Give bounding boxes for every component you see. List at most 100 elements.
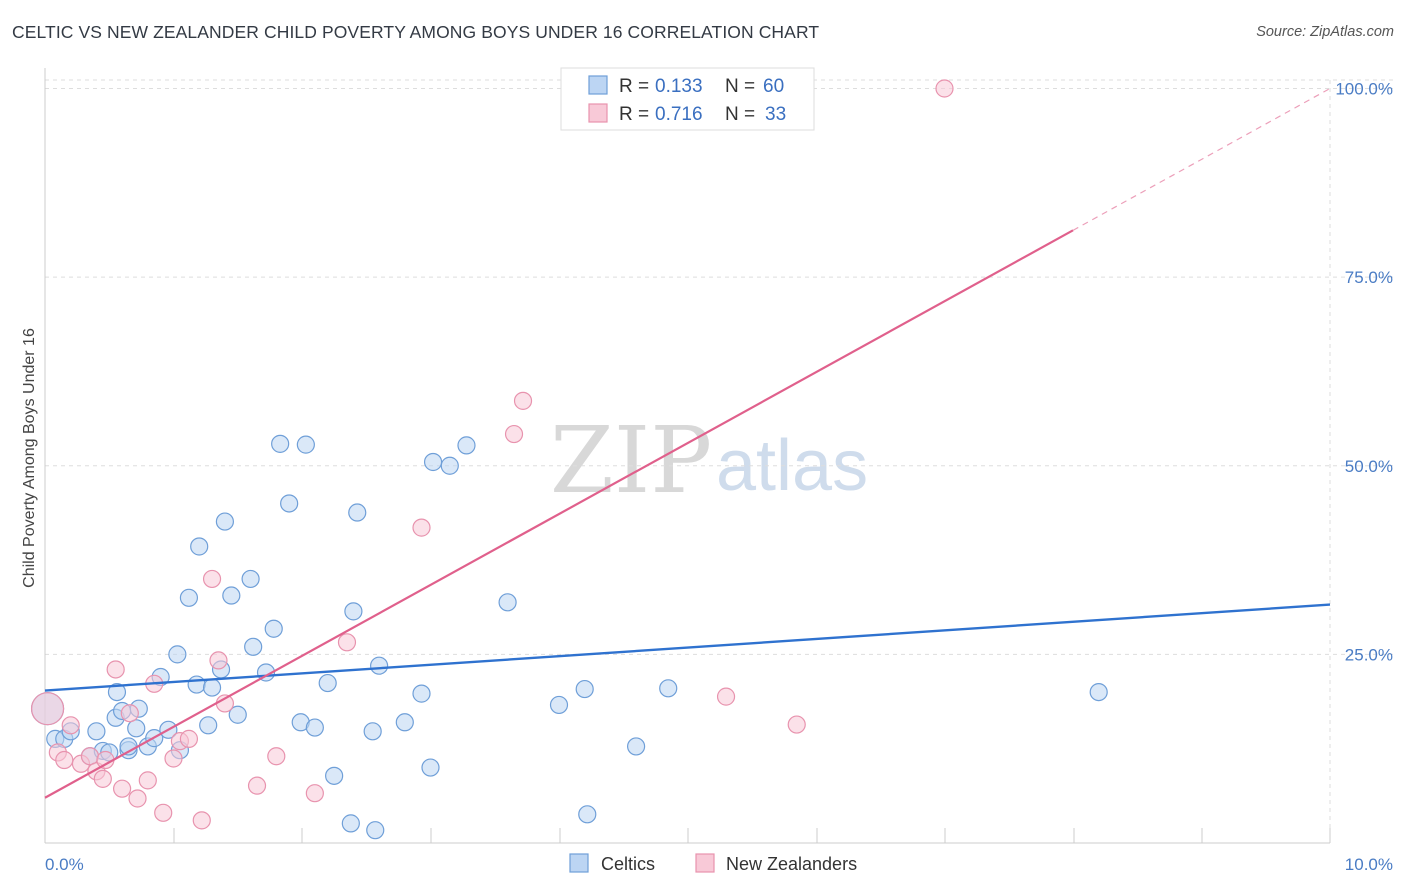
celtic-point: [575, 679, 594, 699]
stats-legend: R = 0.133 N = 60 R = 0.716 N = 33: [560, 67, 815, 131]
celtic-point: [280, 494, 299, 513]
celtic-point: [370, 656, 389, 675]
nz-point: [93, 769, 112, 788]
celtic-point: [366, 821, 385, 840]
celtic-point: [305, 718, 324, 737]
celtic-point: [363, 722, 382, 741]
celtic-point: [271, 434, 290, 453]
celtic-point: [421, 758, 440, 777]
source-label: Source: ZipAtlas.com: [1256, 24, 1394, 40]
chart-title: CELTIC VS NEW ZEALANDER CHILD POVERTY AM…: [12, 22, 820, 42]
celtic-point: [187, 675, 206, 694]
nz-point: [337, 633, 357, 652]
celtic-point: [395, 713, 414, 732]
celtic-point: [190, 537, 209, 556]
nz-point: [935, 79, 954, 98]
celtic-point: [344, 602, 363, 621]
nz-legend-swatch: [695, 853, 715, 873]
celtic-point: [341, 814, 360, 833]
celtic-r-value: 0.133: [655, 76, 703, 97]
nz-point: [202, 569, 222, 589]
nz-point: [247, 776, 267, 795]
nz-point: [179, 729, 199, 748]
nz-point: [305, 784, 324, 803]
celtic-point: [244, 637, 263, 656]
celtic-point: [423, 452, 443, 472]
celtic-point: [348, 503, 367, 522]
nz-point: [412, 518, 431, 537]
celtics-legend-swatch: [569, 853, 589, 873]
celtic-point: [222, 586, 241, 605]
nz-point: [504, 424, 524, 444]
celtic-point: [87, 722, 106, 741]
celtic-point: [440, 456, 459, 475]
celtic-point: [179, 588, 199, 607]
celtic-swatch: [588, 75, 608, 95]
y-tick-label: 75.0%: [1345, 268, 1393, 287]
nz-r-value: 0.716: [655, 104, 703, 125]
celtic-point: [318, 673, 337, 693]
y-tick-label: 25.0%: [1345, 645, 1393, 664]
celtic-n-label: N =: [725, 76, 755, 97]
celtic-point: [659, 679, 678, 698]
celtic-point: [168, 645, 187, 664]
nz-point: [106, 660, 125, 679]
nz-point: [209, 651, 228, 670]
y-tick-label: 50.0%: [1345, 457, 1393, 476]
nz-trend-line: [44, 229, 1074, 799]
celtic-n-value: 60: [763, 76, 784, 97]
watermark-zip: ZIP: [550, 407, 712, 514]
x-tick-label: 10.0%: [1345, 855, 1393, 874]
nz-r-label: R =: [619, 104, 649, 125]
nz-point: [787, 715, 806, 734]
celtic-point: [412, 684, 431, 703]
celtic-point: [457, 436, 476, 455]
celtic-point: [296, 435, 315, 454]
nz-point: [267, 747, 286, 766]
trend-lines: [44, 87, 1331, 799]
nz-point: [164, 749, 183, 768]
celtic-point: [107, 682, 127, 702]
celtic-trend-line: [44, 603, 1331, 692]
nz-point: [55, 750, 74, 770]
nz-point: [120, 704, 139, 723]
nz-point: [80, 747, 100, 766]
nz-point: [154, 803, 173, 822]
nz-legend-label: New Zealanders: [726, 854, 857, 874]
nz-n-label: N =: [725, 104, 755, 125]
celtic-point: [199, 716, 218, 735]
celtic-point: [241, 569, 260, 589]
y-tick-label: 100.0%: [1335, 80, 1393, 99]
celtic-point: [325, 766, 344, 785]
celtic-point: [549, 695, 569, 715]
nz-point: [112, 779, 132, 798]
celtic-point: [626, 737, 646, 756]
nz-point: [138, 771, 157, 790]
celtic-point: [127, 719, 146, 738]
celtic-point: [578, 805, 597, 824]
nz-swatch: [588, 103, 608, 123]
series-legend: Celtics New Zealanders: [569, 853, 857, 874]
celtic-point: [264, 619, 283, 638]
celtic-point: [1089, 682, 1108, 702]
tick-labels: 25.0% 50.0% 75.0% 100.0% 0.0% 10.0%: [45, 80, 1393, 875]
celtic-point: [498, 593, 517, 612]
nz-points: [30, 79, 954, 830]
nz-point: [30, 692, 65, 726]
nz-trend-extension: [1072, 87, 1331, 231]
y-axis-label: Child Poverty Among Boys Under 16: [21, 328, 38, 588]
celtic-point: [202, 678, 222, 697]
nz-n-value: 33: [765, 104, 786, 125]
celtic-r-label: R =: [619, 76, 649, 97]
x-tick-label: 0.0%: [45, 855, 84, 874]
nz-point: [192, 811, 211, 830]
celtics-legend-label: Celtics: [601, 854, 655, 874]
celtic-points: [30, 434, 1108, 840]
nz-point: [716, 687, 736, 706]
celtic-point: [215, 512, 234, 531]
celtic-point: [228, 705, 247, 724]
nz-point: [128, 789, 147, 808]
nz-point: [513, 391, 533, 410]
nz-point: [61, 716, 80, 735]
